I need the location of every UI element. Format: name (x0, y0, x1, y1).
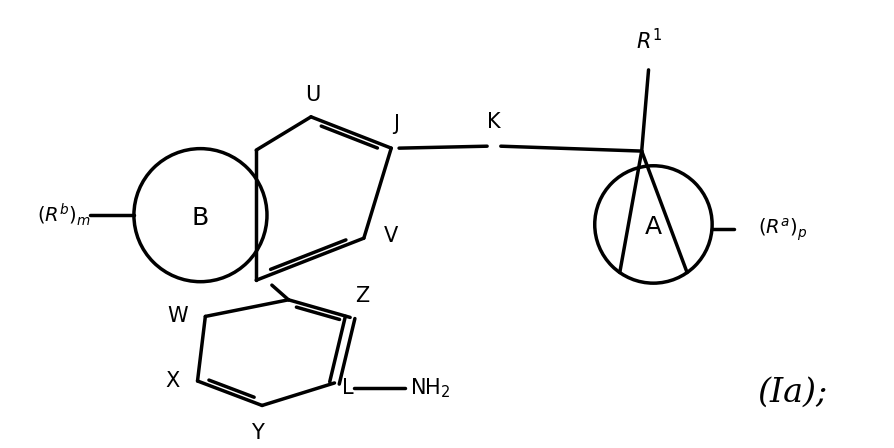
Circle shape (134, 149, 267, 282)
Text: B: B (192, 206, 209, 230)
Text: (Ia);: (Ia); (757, 377, 828, 409)
Text: J: J (393, 114, 399, 134)
Text: K: K (487, 112, 501, 133)
Text: V: V (384, 226, 398, 246)
Text: W: W (167, 306, 188, 327)
Text: NH$_2$: NH$_2$ (409, 376, 451, 400)
Text: $(R^b)_m$: $(R^b)_m$ (37, 202, 90, 228)
Circle shape (595, 166, 713, 283)
Text: L: L (342, 378, 354, 398)
Text: Y: Y (250, 423, 264, 443)
Text: U: U (305, 85, 321, 105)
Text: $R^1$: $R^1$ (636, 28, 662, 53)
Text: Z: Z (355, 286, 369, 306)
Text: $(R^a)_p$: $(R^a)_p$ (758, 216, 807, 243)
Text: X: X (165, 371, 180, 391)
Text: A: A (645, 215, 662, 239)
